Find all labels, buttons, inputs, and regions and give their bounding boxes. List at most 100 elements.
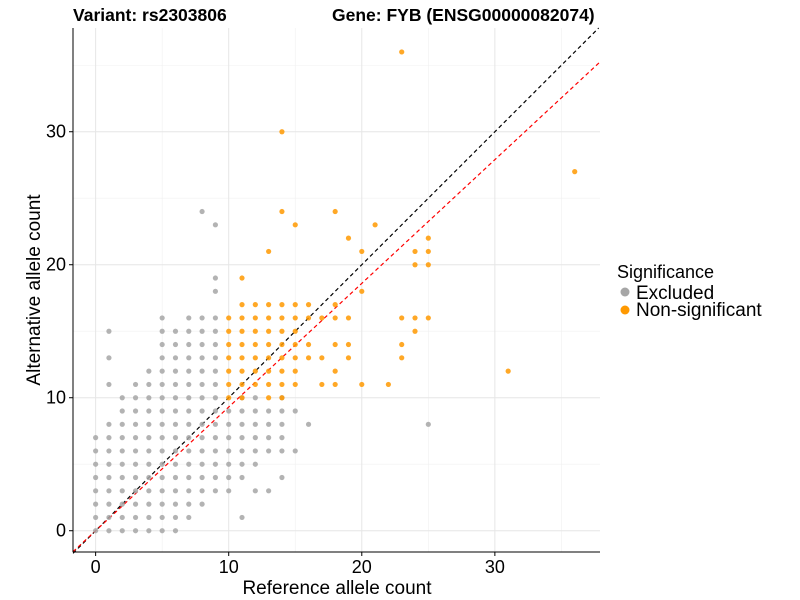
- excluded-point: [252, 421, 258, 427]
- y-axis-label: Alternative allele count: [24, 194, 45, 386]
- excluded-point: [199, 488, 205, 494]
- axes: [69, 28, 600, 556]
- excluded-point: [159, 421, 165, 427]
- excluded-point: [146, 461, 152, 467]
- excluded-point: [186, 448, 192, 454]
- excluded-point: [239, 461, 245, 467]
- excluded-point: [172, 341, 179, 348]
- excluded-point: [212, 474, 218, 481]
- non-significant-point: [372, 222, 378, 228]
- excluded-point: [159, 474, 165, 481]
- non-significant-point: [305, 355, 312, 361]
- non-significant-point: [305, 315, 312, 321]
- non-significant-point: [279, 381, 285, 388]
- excluded-point: [186, 328, 192, 334]
- excluded-point: [172, 381, 179, 388]
- excluded-point: [93, 448, 99, 454]
- excluded-point: [132, 395, 139, 401]
- non-significant-point: [505, 368, 511, 374]
- excluded-point: [93, 501, 99, 507]
- excluded-point: [106, 355, 112, 361]
- excluded-point: [146, 368, 152, 374]
- excluded-point: [186, 421, 192, 427]
- non-significant-point: [425, 248, 431, 255]
- excluded-point: [172, 528, 179, 534]
- excluded-point: [146, 448, 152, 454]
- non-significant-point: [305, 302, 312, 308]
- excluded-point: [226, 474, 232, 481]
- excluded-point: [212, 488, 218, 494]
- excluded-point: [146, 514, 152, 521]
- excluded-point: [119, 528, 125, 534]
- excluded-point: [172, 474, 179, 481]
- x-tick-label: 30: [485, 557, 505, 577]
- non-significant-point: [239, 368, 245, 374]
- excluded-point: [132, 474, 139, 481]
- excluded-point: [212, 341, 218, 348]
- non-significant-point: [292, 368, 298, 374]
- non-significant-point: [319, 315, 325, 321]
- excluded-point: [159, 355, 165, 361]
- excluded-point: [159, 501, 165, 507]
- excluded-point: [119, 395, 125, 401]
- excluded-point: [239, 514, 245, 521]
- non-significant-point: [252, 368, 258, 374]
- excluded-point: [199, 474, 205, 481]
- excluded-point: [199, 208, 205, 215]
- excluded-point: [186, 368, 192, 374]
- non-significant-point: [345, 341, 352, 348]
- excluded-point: [266, 488, 272, 494]
- excluded-point: [93, 461, 99, 467]
- non-significant-point: [345, 355, 352, 361]
- non-significant-point: [266, 368, 272, 374]
- non-significant-point: [332, 368, 338, 374]
- excluded-point: [132, 408, 139, 414]
- excluded-point: [199, 408, 205, 414]
- legend-excluded-marker: [620, 287, 630, 297]
- excluded-point: [239, 408, 245, 414]
- excluded-point: [199, 448, 205, 454]
- non-significant-point: [412, 315, 418, 321]
- non-significant-point: [425, 262, 431, 268]
- excluded-point: [212, 435, 218, 441]
- excluded-point: [212, 368, 218, 374]
- non-significant-point: [252, 315, 258, 321]
- non-significant-point: [266, 248, 272, 255]
- excluded-point: [226, 408, 232, 414]
- excluded-point: [425, 421, 431, 427]
- non-significant-point: [572, 169, 578, 175]
- excluded-point: [199, 355, 205, 361]
- non-significant-point: [399, 49, 405, 55]
- y-tick-label: 20: [46, 255, 66, 275]
- excluded-point: [199, 315, 205, 321]
- non-significant-point: [252, 341, 258, 348]
- excluded-point: [279, 448, 285, 454]
- excluded-point: [252, 461, 258, 467]
- x-axis-label: Reference allele count: [242, 578, 432, 599]
- excluded-point: [186, 315, 192, 321]
- excluded-point: [212, 461, 218, 467]
- non-significant-point: [239, 275, 245, 281]
- excluded-point: [172, 395, 179, 401]
- excluded-point: [186, 395, 192, 401]
- non-significant-point: [319, 355, 325, 361]
- non-significant-point: [412, 262, 418, 268]
- identity-reference-line: [72, 27, 600, 554]
- excluded-point: [212, 395, 218, 401]
- excluded-point: [132, 528, 139, 534]
- non-significant-point: [399, 355, 405, 361]
- excluded-point: [292, 408, 298, 414]
- excluded-point: [172, 368, 179, 374]
- excluded-point: [119, 448, 125, 454]
- excluded-point: [106, 448, 112, 454]
- excluded-point: [279, 474, 285, 481]
- legend-non-significant-marker: [620, 305, 630, 315]
- excluded-point: [132, 514, 139, 521]
- excluded-point: [199, 461, 205, 467]
- non-significant-point: [292, 381, 298, 388]
- x-tick-label: 10: [219, 557, 239, 577]
- non-significant-point: [345, 235, 352, 241]
- non-significant-point: [425, 315, 431, 321]
- non-significant-point: [226, 381, 232, 388]
- excluded-point: [186, 488, 192, 494]
